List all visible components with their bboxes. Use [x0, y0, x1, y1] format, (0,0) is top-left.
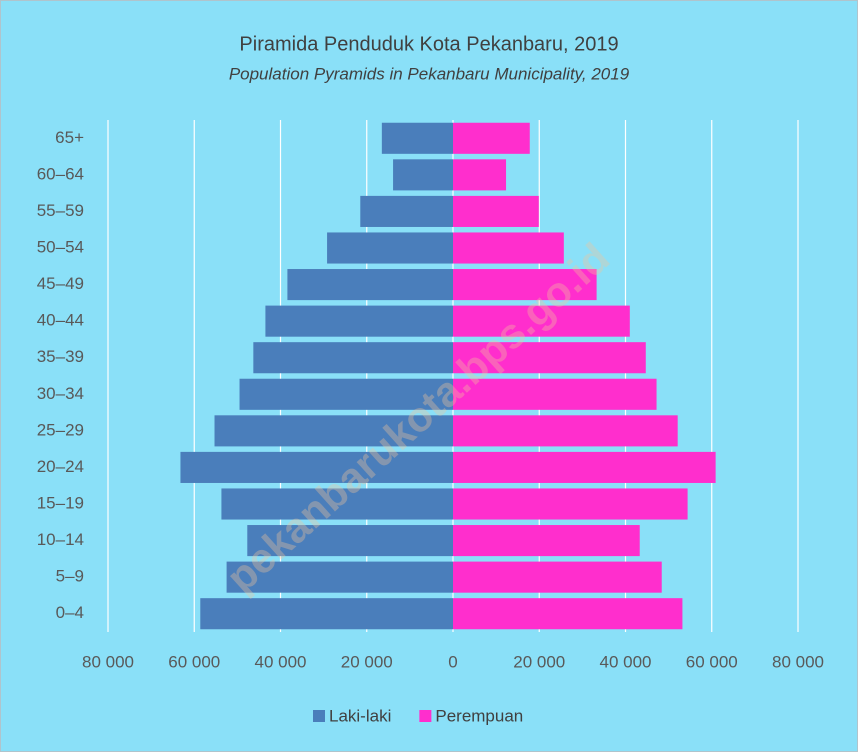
bar: [247, 525, 453, 557]
bar: [453, 561, 662, 593]
y-tick-label: 45–49: [37, 274, 84, 293]
bar: [253, 342, 453, 374]
bar: [360, 195, 453, 227]
legend-swatch: [313, 710, 325, 722]
y-tick-label: 40–44: [37, 311, 84, 330]
chart-title: Piramida Penduduk Kota Pekanbaru, 2019: [239, 33, 618, 55]
bar: [453, 195, 539, 227]
bar: [453, 269, 597, 301]
bar: [453, 159, 507, 191]
y-tick-label: 25–29: [37, 420, 84, 439]
bar: [265, 305, 453, 337]
bar: [453, 305, 630, 337]
bars: [180, 122, 716, 630]
y-tick-label: 10–14: [37, 530, 84, 549]
x-tick-label: 0: [448, 652, 457, 671]
chart-subtitle: Population Pyramids in Pekanbaru Municip…: [229, 64, 630, 83]
y-tick-label: 20–24: [37, 457, 84, 476]
x-tick-label: 20 000: [341, 652, 393, 671]
bar: [453, 232, 564, 264]
legend: Laki-laki Perempuan: [313, 706, 523, 725]
y-tick-label: 55–59: [37, 201, 84, 220]
y-tick-label: 5–9: [56, 567, 84, 586]
y-tick-label: 65+: [55, 128, 84, 147]
bar: [453, 378, 657, 410]
bar: [200, 598, 453, 630]
bar: [221, 488, 453, 520]
y-tick-label: 0–4: [56, 603, 84, 622]
bar: [453, 598, 683, 630]
bar: [239, 378, 453, 410]
legend-label: Perempuan: [435, 706, 523, 725]
bar: [381, 122, 453, 154]
bar: [327, 232, 453, 264]
y-tick-label: 15–19: [37, 493, 84, 512]
y-tick-label: 60–64: [37, 164, 84, 183]
x-tick-label: 60 000: [168, 652, 220, 671]
y-tick-label: 35–39: [37, 347, 84, 366]
bar: [214, 415, 453, 447]
bar: [453, 525, 640, 557]
y-tick-label: 50–54: [37, 237, 84, 256]
bar: [453, 488, 688, 520]
bar: [453, 342, 646, 374]
labels: 80 000 60 000 40 000 20 000 0 20 000 40 000 60 …: [37, 128, 824, 672]
x-tick-label: 80 000: [772, 652, 824, 671]
legend-swatch: [419, 710, 432, 722]
bar: [180, 451, 453, 483]
bar: [287, 269, 453, 301]
x-tick-label: 60 000: [686, 652, 738, 671]
bar: [453, 122, 530, 154]
x-tick-label: 40 000: [600, 652, 652, 671]
y-tick-label: 30–34: [37, 384, 84, 403]
x-tick-label: 80 000: [82, 652, 134, 671]
x-tick-label: 40 000: [255, 652, 307, 671]
legend-label: Laki-laki: [329, 706, 391, 725]
bar: [453, 415, 678, 447]
bar: [393, 159, 453, 191]
x-tick-label: 20 000: [513, 652, 565, 671]
bar: [226, 561, 453, 593]
bar: [453, 451, 716, 483]
